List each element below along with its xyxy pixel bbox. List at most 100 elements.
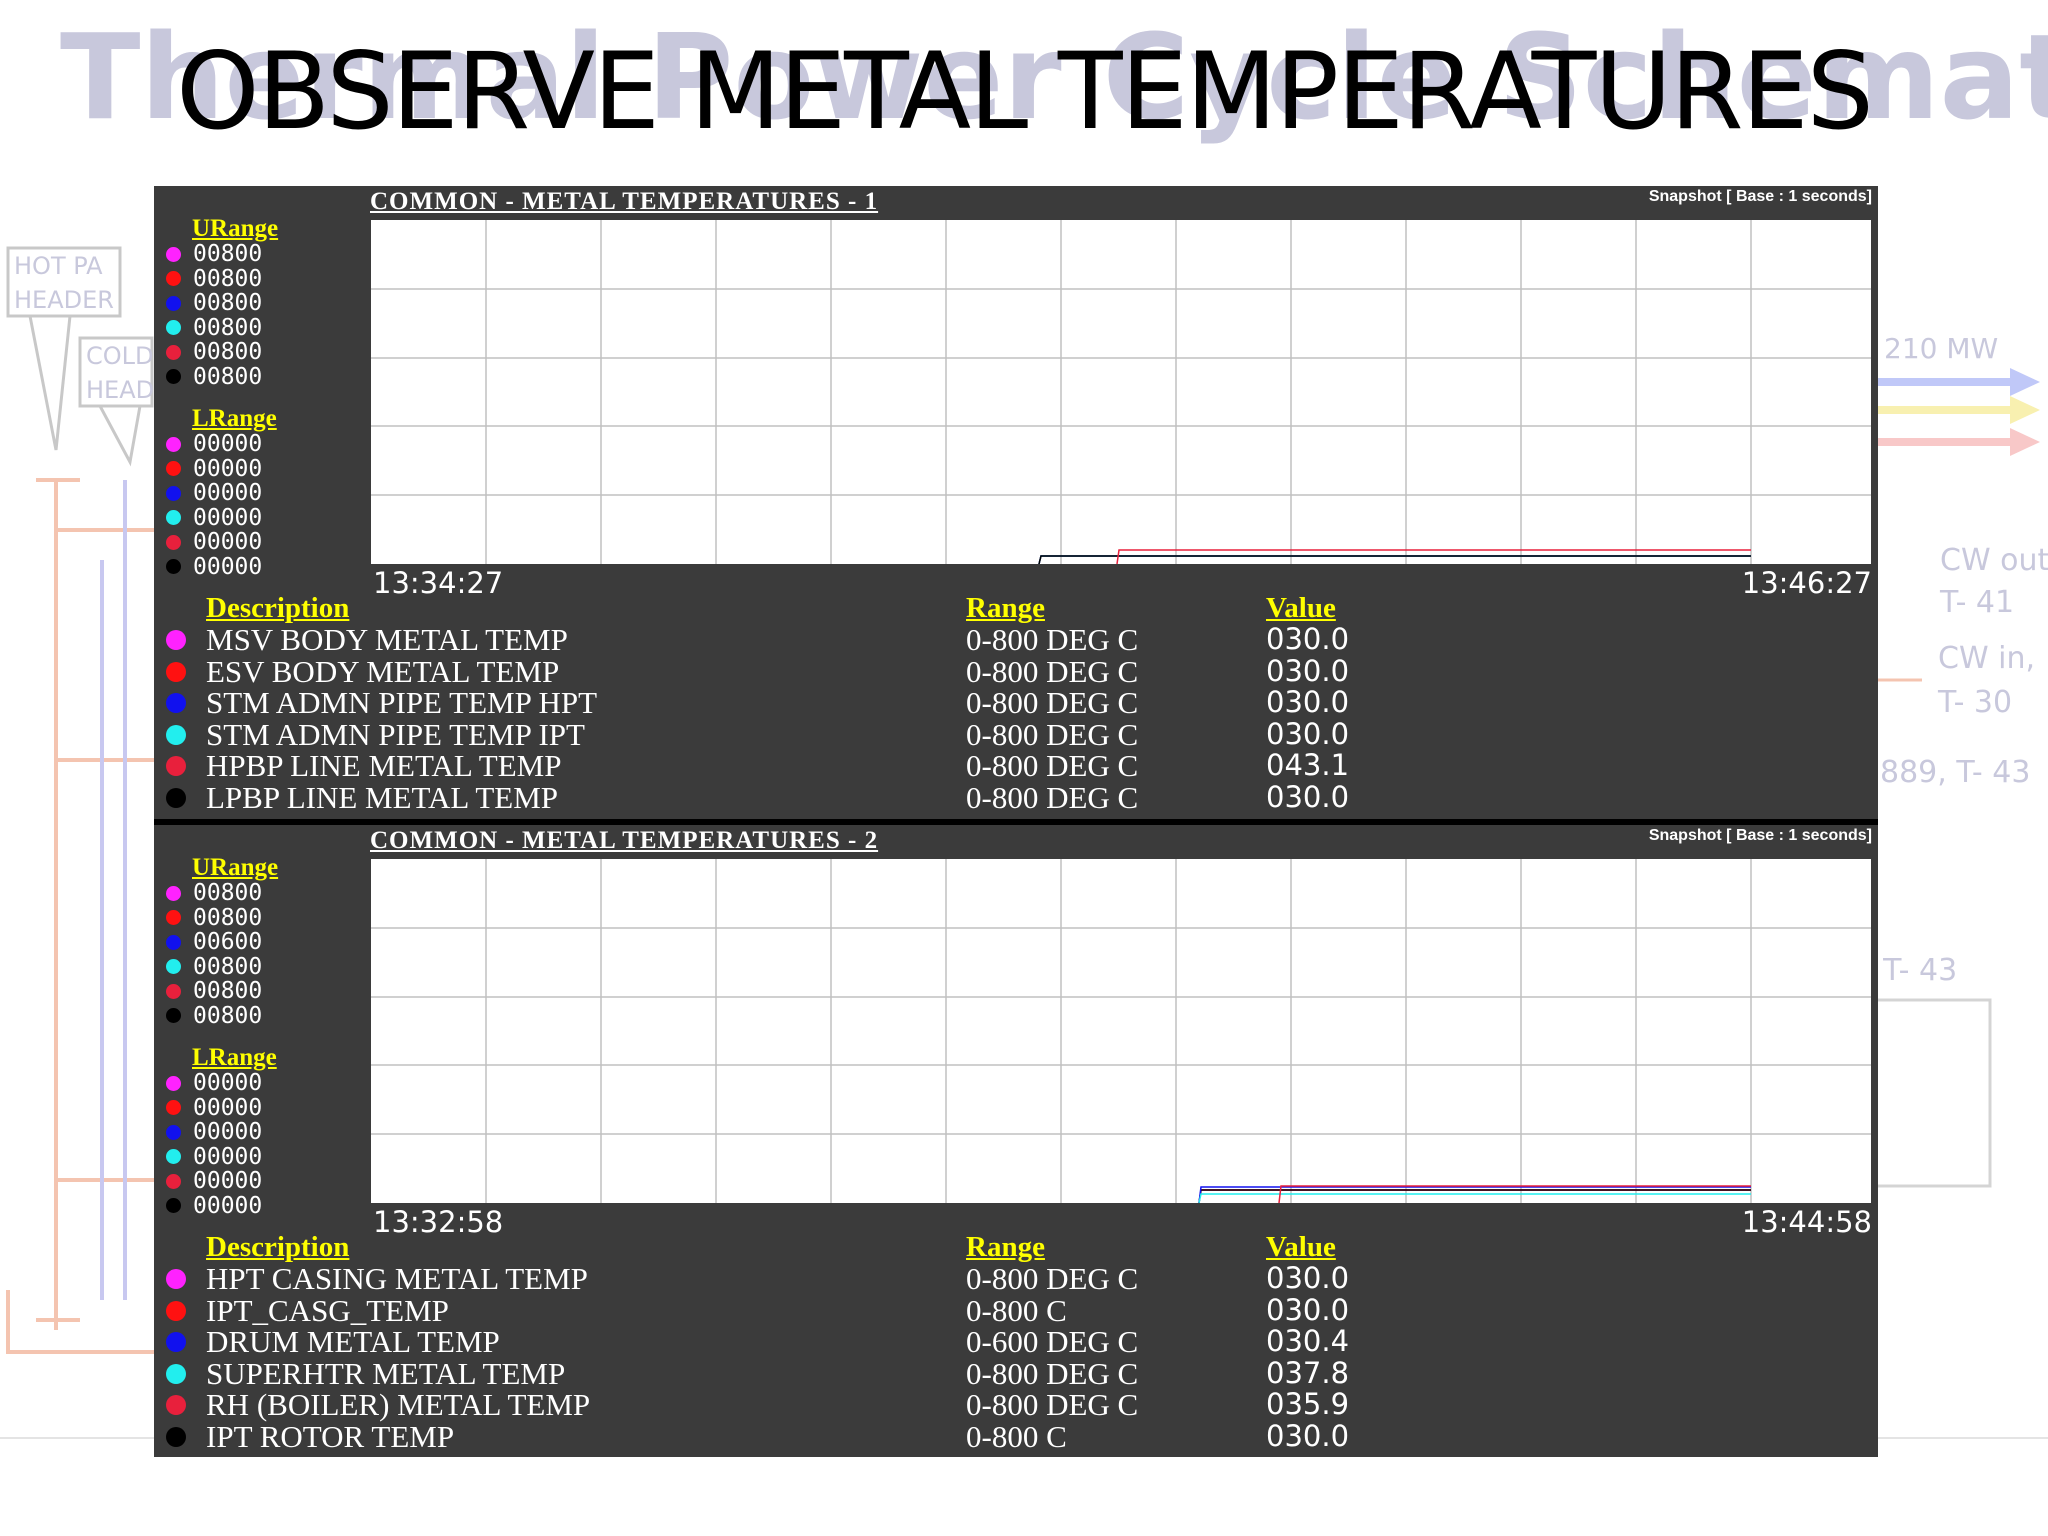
lrange-value: 00000	[193, 1192, 263, 1219]
table-row[interactable]: HPT CASING METAL TEMP 0-800 DEG C 030.0	[166, 1261, 1866, 1296]
urange-value: 00800	[193, 363, 263, 390]
trend-graph-svg	[371, 220, 1871, 564]
row-description: HPT CASING METAL TEMP	[206, 1261, 588, 1296]
slide-title: OBSERVE METAL TEMPERATURES	[176, 30, 1874, 153]
table-row[interactable]: HPBP LINE METAL TEMP 0-800 DEG C 043.1	[166, 748, 1866, 783]
row-range: 0-800 C	[966, 1292, 1067, 1328]
lrange-value: 00000	[193, 1094, 263, 1121]
snapshot-label: Snapshot [ Base : 1 seconds]	[1648, 188, 1872, 205]
bg-label-t41: T- 41	[1939, 585, 2014, 620]
header-value: Value	[1266, 1231, 1336, 1263]
trend-graph-svg	[371, 859, 1871, 1203]
series-dot-6	[166, 369, 181, 385]
trend-line-5	[1278, 1185, 1751, 1203]
tag-table: Description Range Value MSV BODY METAL T…	[166, 592, 1866, 813]
row-value: 037.8	[1266, 1355, 1350, 1390]
trend-line-1	[1198, 1189, 1751, 1203]
header-value: Value	[1266, 592, 1336, 624]
header-description: Description	[206, 1231, 350, 1263]
trend-graph[interactable]	[371, 220, 1871, 564]
lrange-value: 00000	[193, 1070, 263, 1096]
lrange-legend: LRange 00000 00000 00000 00000 00000 000…	[166, 406, 277, 579]
series-dot-1	[166, 1269, 186, 1289]
series-dot-4	[166, 1149, 181, 1165]
trend-line-4	[1198, 1193, 1751, 1203]
urange-value: 00800	[193, 290, 263, 316]
time-start: 13:34:27	[373, 566, 504, 600]
row-value: 043.1	[1266, 748, 1350, 782]
trend-line-6	[1038, 555, 1751, 564]
series-dot-1	[166, 1075, 181, 1091]
urange-value: 00800	[193, 241, 263, 267]
series-dot-3	[166, 1332, 186, 1352]
row-description: IPT ROTOR TEMP	[206, 1418, 455, 1454]
table-row[interactable]: ESV BODY METAL TEMP 0-800 DEG C 030.0	[166, 653, 1866, 689]
tag-table: Description Range Value HPT CASING METAL…	[166, 1231, 1866, 1452]
urange-legend: URange 00800 00800 00600 00800 00800 008…	[166, 855, 278, 1028]
row-value: 030.0	[1266, 653, 1350, 688]
urange-heading: URange	[192, 854, 279, 881]
table-row[interactable]: MSV BODY METAL TEMP 0-800 DEG C 030.0	[166, 622, 1866, 657]
bg-label-hotpa: HOT PA	[14, 252, 103, 280]
row-value: 030.0	[1266, 779, 1350, 814]
header-range: Range	[966, 1231, 1045, 1263]
row-description: DRUM METAL TEMP	[206, 1324, 500, 1359]
trend-line-5	[1116, 549, 1751, 564]
bg-label-t43a: 889, T- 43	[1880, 755, 2030, 790]
bg-label-header: HEADER	[14, 286, 114, 314]
row-description: MSV BODY METAL TEMP	[206, 622, 568, 657]
trend-panel-2: COMMON - METAL TEMPERATURES - 2 Snapshot…	[154, 819, 1878, 1457]
row-value: 030.0	[1266, 685, 1350, 719]
trend-line-1	[1038, 555, 1751, 564]
series-dot-2	[166, 461, 181, 477]
row-value: 030.0	[1266, 1292, 1350, 1327]
series-dot-2	[166, 910, 181, 926]
trend-panel-1: COMMON - METAL TEMPERATURES - 1 Snapshot…	[154, 186, 1878, 819]
urange-value: 00800	[193, 978, 263, 1004]
row-range: 0-800 DEG C	[966, 1387, 1139, 1422]
table-row[interactable]: LPBP LINE METAL TEMP 0-800 DEG C 030.0	[166, 779, 1866, 814]
row-description: HPBP LINE METAL TEMP	[206, 748, 562, 783]
series-dot-5	[166, 1173, 181, 1189]
bg-label-t43b: , T- 43	[1864, 953, 1957, 988]
urange-value: 00800	[193, 880, 263, 906]
row-range: 0-800 DEG C	[966, 653, 1139, 689]
series-dot-3	[166, 693, 186, 713]
row-range: 0-800 DEG C	[966, 716, 1139, 752]
table-row[interactable]: SUPERHTR METAL TEMP 0-800 DEG C 037.8	[166, 1355, 1866, 1390]
row-value: 030.4	[1266, 1324, 1350, 1358]
background-title: Thermal Power Cycle Schematic	[60, 8, 2048, 146]
row-range: 0-800 DEG C	[966, 1261, 1139, 1296]
header-description: Description	[206, 592, 350, 624]
snapshot-label: Snapshot [ Base : 1 seconds]	[1648, 827, 1872, 844]
table-row[interactable]: RH (BOILER) METAL TEMP 0-800 DEG C 035.9	[166, 1387, 1866, 1422]
series-dot-4	[166, 959, 181, 975]
row-description: STM ADMN PIPE TEMP HPT	[206, 685, 598, 720]
series-dot-4	[166, 510, 181, 526]
trend-line-3	[1038, 555, 1751, 564]
table-row[interactable]: IPT_CASG_TEMP 0-800 C 030.0	[166, 1292, 1866, 1328]
lrange-value: 00000	[193, 431, 263, 457]
series-dot-3	[166, 485, 181, 501]
series-dot-1	[166, 630, 186, 650]
lrange-value: 00000	[193, 1168, 263, 1194]
trend-line-2	[1038, 555, 1751, 564]
bg-label-cold: COLD	[86, 342, 154, 370]
series-dot-5	[166, 756, 186, 776]
panel-title: COMMON - METAL TEMPERATURES - 1	[370, 188, 879, 215]
lrange-legend: LRange 00000 00000 00000 00000 00000 000…	[166, 1045, 277, 1218]
table-row[interactable]: DRUM METAL TEMP 0-600 DEG C 030.4	[166, 1324, 1866, 1359]
series-dot-6	[166, 1426, 186, 1447]
series-dot-3	[166, 295, 181, 311]
bg-label-cwin: CW in,	[1938, 641, 2035, 676]
table-row[interactable]: STM ADMN PIPE TEMP IPT 0-800 DEG C 030.0	[166, 716, 1866, 752]
row-value: 030.0	[1266, 1261, 1350, 1295]
table-row[interactable]: IPT ROTOR TEMP 0-800 C 030.0	[166, 1418, 1866, 1454]
series-dot-3	[166, 934, 181, 950]
series-dot-4	[166, 320, 181, 336]
trend-graph[interactable]	[371, 859, 1871, 1203]
urange-value: 00800	[193, 265, 263, 292]
table-row[interactable]: STM ADMN PIPE TEMP HPT 0-800 DEG C 030.0	[166, 685, 1866, 720]
series-dot-2	[166, 1300, 186, 1321]
